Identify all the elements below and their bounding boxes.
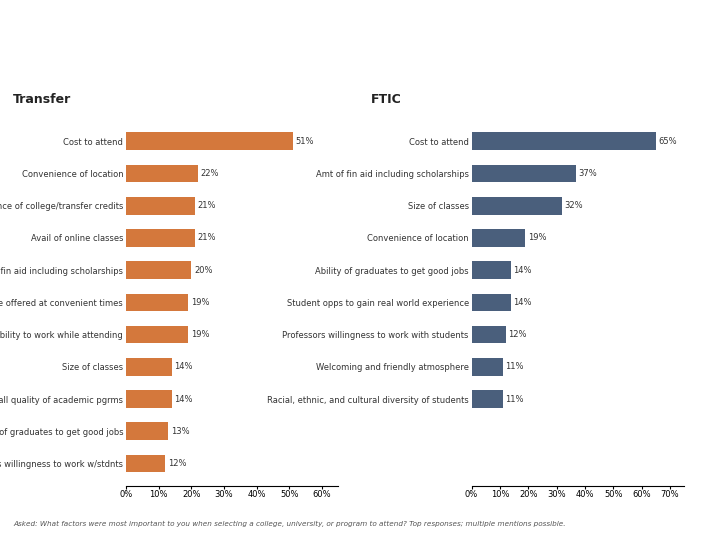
Text: FTIC: FTIC [371,93,402,106]
Text: 32%: 32% [564,201,583,210]
Bar [126,132,292,150]
Bar [126,261,192,279]
Text: IMPORTANCE OF COLLEGE-CHOICE FACTORS: IMPORTANCE OF COLLEGE-CHOICE FACTORS [40,58,433,73]
Bar [472,358,503,376]
Text: 14%: 14% [513,266,532,275]
Text: 14%: 14% [174,362,193,372]
Bar [472,261,511,279]
Bar [126,422,168,440]
Text: 11%: 11% [505,395,523,403]
Text: 13%: 13% [171,427,189,436]
Text: Transfer: Transfer [13,93,71,106]
Text: 65%: 65% [658,137,677,146]
Text: 19%: 19% [528,233,546,242]
Bar [472,165,577,183]
Text: 14%: 14% [174,395,193,403]
Bar [472,132,656,150]
Text: 51%: 51% [295,137,314,146]
Text: Asked: What factors were most important to you when selecting a college, univers: Asked: What factors were most important … [13,521,565,527]
Bar [126,197,194,214]
Text: 19%: 19% [191,298,210,307]
Text: 12%: 12% [168,459,186,468]
Bar [472,326,505,343]
Bar [472,294,511,311]
Bar [472,197,562,214]
Text: 20%: 20% [194,266,212,275]
Bar [126,358,172,376]
Text: CURRENT UNDERGRAD STUDENTS:: CURRENT UNDERGRAD STUDENTS: [13,17,526,43]
Bar [472,390,503,408]
Text: 37%: 37% [579,169,598,178]
Bar [472,229,526,247]
Text: 11%: 11% [505,362,523,372]
Bar [126,165,198,183]
Bar [126,455,165,472]
Text: 22%: 22% [200,169,219,178]
Bar [126,326,188,343]
Text: 21%: 21% [197,233,216,242]
Text: 12%: 12% [508,330,526,339]
Text: 19%: 19% [191,330,210,339]
Bar [126,229,194,247]
Text: 14%: 14% [513,298,532,307]
Bar [126,294,188,311]
Text: 21%: 21% [197,201,216,210]
Bar [126,390,172,408]
